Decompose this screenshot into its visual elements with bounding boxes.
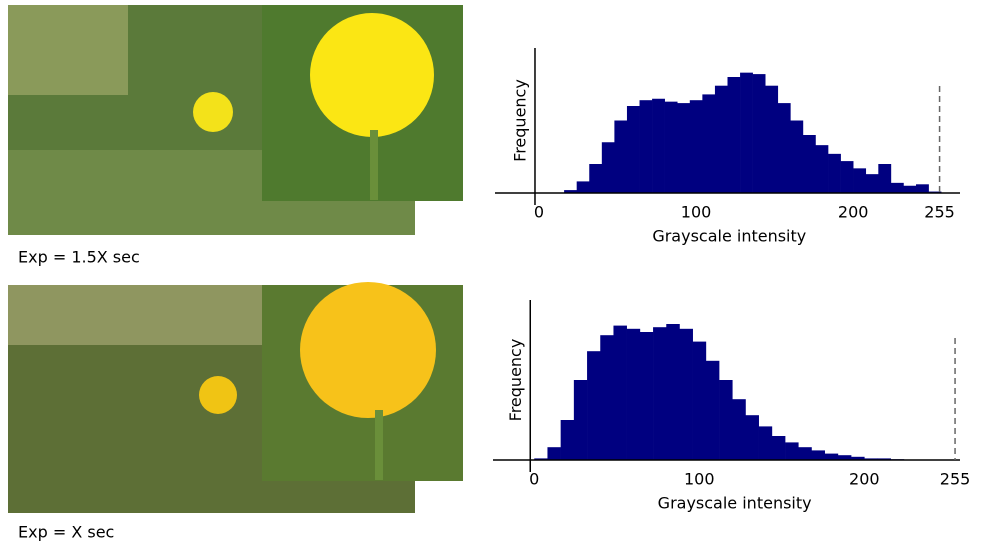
bar <box>702 94 715 193</box>
figure: 0 100 200 255 Grayscale intensity Frequency Ex… <box>0 0 985 544</box>
bar <box>587 351 601 460</box>
bar <box>916 184 929 193</box>
bar <box>614 121 627 194</box>
bar <box>613 326 627 460</box>
bar <box>577 181 590 193</box>
bar <box>903 186 916 193</box>
bar <box>589 164 602 193</box>
bar <box>602 142 615 193</box>
bar <box>759 426 773 460</box>
bar <box>574 380 588 460</box>
x-tick-label: 0 <box>529 470 539 489</box>
bar <box>878 164 891 193</box>
bar <box>666 324 680 460</box>
bar <box>811 450 825 460</box>
bar <box>677 103 690 193</box>
x-tick-label: 0 <box>534 203 544 222</box>
caption: Exp = X sec <box>18 523 114 542</box>
x-axis-label: Grayscale intensity <box>658 494 812 513</box>
bar <box>803 135 816 193</box>
bar <box>866 174 879 193</box>
bar <box>790 121 803 194</box>
x-tick-label: 100 <box>681 203 712 222</box>
bar <box>652 99 665 193</box>
bar <box>815 145 828 193</box>
bar <box>765 86 778 193</box>
bar <box>772 436 786 460</box>
bar <box>665 102 678 193</box>
bar <box>732 399 746 460</box>
bar <box>825 454 839 460</box>
bar <box>653 327 667 460</box>
bar <box>561 420 575 460</box>
bar <box>778 103 791 193</box>
bar <box>753 74 766 193</box>
bar <box>627 329 641 460</box>
bar <box>640 332 654 460</box>
x-tick-label: 100 <box>684 470 715 489</box>
bar <box>745 415 759 460</box>
photo-bottom <box>8 282 463 513</box>
x-tick-label: 255 <box>940 470 971 489</box>
bar <box>679 329 693 460</box>
bar <box>715 86 728 193</box>
bar <box>828 154 841 193</box>
bar <box>627 106 640 193</box>
bar <box>728 77 741 193</box>
photo-top <box>8 5 463 235</box>
x-tick-label: 255 <box>924 203 955 222</box>
bar <box>706 361 720 460</box>
x-tick-label: 200 <box>838 203 869 222</box>
x-axis-label: Grayscale intensity <box>652 227 806 246</box>
caption: Exp = 1.5X sec <box>18 248 140 267</box>
bar <box>547 447 561 460</box>
bar <box>891 183 904 193</box>
bar <box>841 161 854 193</box>
bar <box>798 447 812 460</box>
bar <box>785 442 799 460</box>
x-tick-label: 200 <box>849 470 880 489</box>
bar <box>853 168 866 193</box>
bar <box>740 73 753 193</box>
bar <box>693 342 707 460</box>
bar <box>719 380 733 460</box>
bar <box>690 100 703 193</box>
bar <box>600 335 614 460</box>
page: 0 100 200 255 Grayscale intensity Frequency Ex… <box>0 0 985 544</box>
bar <box>640 100 653 193</box>
y-axis-label: Frequency <box>510 79 529 162</box>
y-axis-label: Frequency <box>506 339 525 422</box>
